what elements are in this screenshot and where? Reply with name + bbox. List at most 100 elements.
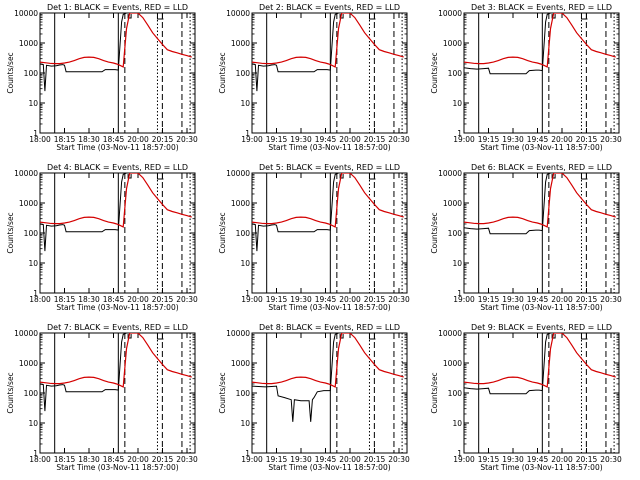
series-events-line xyxy=(464,13,554,75)
y-tick-label: 1 xyxy=(457,129,462,138)
x-tick-label: 19:15 xyxy=(266,455,288,464)
series-events-line xyxy=(40,13,130,92)
y-tick-label: 10000 xyxy=(438,329,462,338)
x-tick-label: 19:45 xyxy=(527,295,549,304)
y-tick-label: 1000 xyxy=(443,199,462,208)
x-axis-label: Start Time (03-Nov-11 18:57:00) xyxy=(56,463,178,472)
y-tick-label: 10000 xyxy=(226,169,250,178)
x-tick-label: 20:00 xyxy=(339,455,361,464)
series-lld-line xyxy=(464,13,616,68)
x-axis-label: Start Time (03-Nov-11 18:57:00) xyxy=(480,463,602,472)
plot-title: Det 9: BLACK = Events, RED = LLD xyxy=(471,323,612,332)
series-events-line xyxy=(252,13,342,92)
y-axis-label: Counts/sec xyxy=(218,212,227,253)
y-tick-label: 10 xyxy=(240,259,250,268)
y-tick-label: 10000 xyxy=(438,169,462,178)
y-tick-label: 1000 xyxy=(19,199,38,208)
x-tick-label: 19:00 xyxy=(453,135,475,144)
attenuator-marker xyxy=(580,14,588,20)
plot-frame xyxy=(39,332,196,454)
attenuator-marker xyxy=(551,174,556,179)
y-tick-label: 10000 xyxy=(226,9,250,18)
plot-title: Det 3: BLACK = Events, RED = LLD xyxy=(471,3,612,12)
x-tick-label: 20:15 xyxy=(364,135,386,144)
detector-plot-4: Det 4: BLACK = Events, RED = LLD 1 10 100 10… xyxy=(6,163,198,312)
attenuator-marker xyxy=(339,14,344,19)
plot-title: Det 5: BLACK = Events, RED = LLD xyxy=(259,163,400,172)
y-tick-label: 10 xyxy=(452,419,462,428)
y-tick-label: 1 xyxy=(245,129,250,138)
y-tick-label: 10000 xyxy=(14,9,38,18)
attenuator-marker xyxy=(368,334,376,340)
attenuator-marker xyxy=(551,14,556,19)
x-tick-label: 18:15 xyxy=(54,455,76,464)
attenuator-marker xyxy=(368,174,376,180)
attenuator-marker xyxy=(339,174,344,179)
y-tick-label: 1 xyxy=(33,289,38,298)
x-tick-label: 18:15 xyxy=(54,135,76,144)
plot-frame xyxy=(39,172,196,294)
y-tick-label: 10000 xyxy=(14,329,38,338)
y-tick-label: 1000 xyxy=(443,39,462,48)
x-tick-label: 18:30 xyxy=(78,135,100,144)
y-axis-label: Counts/sec xyxy=(6,372,15,413)
series-lld-line xyxy=(40,13,192,68)
y-tick-label: 10 xyxy=(240,419,250,428)
plot-frame xyxy=(251,12,408,134)
x-tick-label: 20:30 xyxy=(176,135,198,144)
attenuator-marker xyxy=(339,334,344,339)
y-tick-label: 10 xyxy=(452,99,462,108)
y-axis-label: Counts/sec xyxy=(430,52,439,93)
series-events-line xyxy=(464,333,554,395)
x-tick-label: 20:30 xyxy=(388,295,410,304)
x-tick-label: 18:00 xyxy=(29,135,51,144)
x-tick-label: 19:15 xyxy=(478,295,500,304)
x-tick-label: 19:45 xyxy=(315,295,337,304)
x-axis-label: Start Time (03-Nov-11 18:57:00) xyxy=(56,143,178,152)
plot-frame xyxy=(251,332,408,454)
x-tick-label: 19:15 xyxy=(478,455,500,464)
x-tick-label: 20:00 xyxy=(339,295,361,304)
plot-frame xyxy=(39,12,196,134)
attenuator-marker xyxy=(551,334,556,339)
detector-plot-1: Det 1: BLACK = Events, RED = LLD 1 10 100 10… xyxy=(6,3,198,152)
y-tick-label: 10 xyxy=(28,419,38,428)
series-events-line xyxy=(40,173,130,252)
x-tick-label: 18:45 xyxy=(103,455,125,464)
x-axis-label: Start Time (03-Nov-11 18:57:00) xyxy=(480,143,602,152)
x-tick-label: 20:30 xyxy=(176,455,198,464)
x-axis-label: Start Time (03-Nov-11 18:57:00) xyxy=(268,463,390,472)
x-tick-label: 20:15 xyxy=(152,455,174,464)
series-events-line xyxy=(464,173,554,235)
x-tick-label: 19:00 xyxy=(453,455,475,464)
detector-plot-2: Det 2: BLACK = Events, RED = LLD 1 10 100 10… xyxy=(218,3,410,152)
plot-title: Det 4: BLACK = Events, RED = LLD xyxy=(47,163,188,172)
x-tick-label: 20:30 xyxy=(388,135,410,144)
y-tick-label: 10 xyxy=(452,259,462,268)
x-tick-label: 19:30 xyxy=(290,455,312,464)
x-tick-label: 20:30 xyxy=(176,295,198,304)
y-tick-label: 10000 xyxy=(438,9,462,18)
y-axis-label: Counts/sec xyxy=(430,372,439,413)
y-axis-label: Counts/sec xyxy=(6,52,15,93)
y-axis-label: Counts/sec xyxy=(6,212,15,253)
plot-title: Det 1: BLACK = Events, RED = LLD xyxy=(47,3,188,12)
plot-title: Det 7: BLACK = Events, RED = LLD xyxy=(47,323,188,332)
x-tick-label: 20:30 xyxy=(600,135,622,144)
plot-frame xyxy=(463,332,620,454)
detector-plot-6: Det 6: BLACK = Events, RED = LLD 1 10 100 10… xyxy=(430,163,622,312)
series-lld-line xyxy=(464,173,616,228)
x-tick-label: 19:00 xyxy=(241,455,263,464)
series-lld-line xyxy=(252,13,404,68)
x-tick-label: 20:15 xyxy=(152,295,174,304)
x-tick-label: 20:15 xyxy=(576,135,598,144)
series-lld-line xyxy=(252,173,404,228)
x-tick-label: 19:30 xyxy=(502,455,524,464)
attenuator-marker xyxy=(127,14,132,19)
x-tick-label: 19:00 xyxy=(241,295,263,304)
x-axis-label: Start Time (03-Nov-11 18:57:00) xyxy=(268,143,390,152)
y-tick-label: 10 xyxy=(28,99,38,108)
attenuator-marker xyxy=(368,14,376,20)
attenuator-marker xyxy=(156,14,164,20)
